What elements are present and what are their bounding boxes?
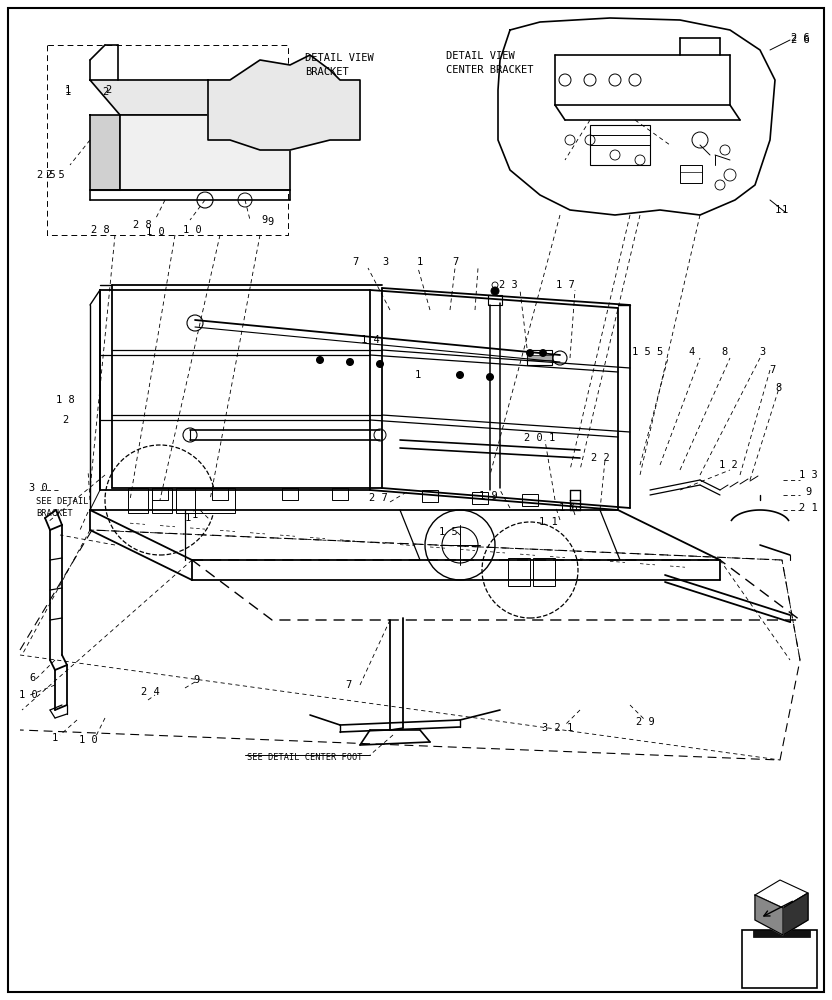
Circle shape: [316, 357, 324, 363]
Text: 2 1: 2 1: [799, 503, 817, 513]
Text: 1 4: 1 4: [360, 335, 379, 345]
Bar: [533, 558, 555, 586]
Circle shape: [457, 371, 463, 378]
Text: 2: 2: [105, 85, 111, 95]
Text: 2 4: 2 4: [141, 687, 160, 697]
Bar: [176, 488, 196, 513]
Text: 2: 2: [62, 415, 68, 425]
Text: 1 6: 1 6: [558, 503, 577, 513]
Text: 1 1: 1 1: [538, 517, 557, 527]
Text: 2 6: 2 6: [790, 33, 810, 43]
Text: 1: 1: [415, 370, 421, 380]
Circle shape: [527, 350, 533, 357]
Circle shape: [487, 373, 493, 380]
Text: 3 2 1: 3 2 1: [542, 723, 573, 733]
Text: DETAIL VIEW: DETAIL VIEW: [305, 53, 374, 63]
Text: 3: 3: [382, 257, 388, 267]
Text: DETAIL VIEW: DETAIL VIEW: [446, 51, 515, 61]
Bar: [212, 488, 228, 500]
Text: 1: 1: [192, 510, 198, 520]
Bar: [128, 488, 148, 513]
Text: 2 9: 2 9: [636, 717, 655, 727]
Text: 1 0: 1 0: [79, 735, 97, 745]
Polygon shape: [90, 115, 120, 190]
Text: BRACKET: BRACKET: [305, 67, 349, 77]
Text: 1 5: 1 5: [438, 527, 458, 537]
Bar: [753, 930, 810, 937]
Bar: [105, 140, 205, 158]
Bar: [195, 488, 235, 513]
Text: 2 7: 2 7: [369, 493, 388, 503]
Text: 1: 1: [417, 257, 423, 267]
Text: 7: 7: [352, 257, 358, 267]
Bar: [488, 295, 502, 305]
Text: 2 8: 2 8: [91, 225, 109, 235]
Text: 8: 8: [775, 383, 781, 393]
Text: 1: 1: [65, 85, 71, 95]
Bar: [680, 165, 702, 183]
Bar: [152, 488, 168, 500]
Polygon shape: [208, 55, 360, 150]
Bar: [742, 930, 817, 988]
Bar: [590, 125, 650, 165]
Text: 1 8: 1 8: [56, 395, 74, 405]
Polygon shape: [783, 893, 808, 935]
Text: 2 0 1: 2 0 1: [524, 433, 556, 443]
Text: 7: 7: [452, 257, 458, 267]
Bar: [527, 355, 552, 360]
Polygon shape: [120, 115, 290, 190]
Text: 9: 9: [262, 215, 268, 225]
Polygon shape: [755, 880, 808, 908]
Text: 2 2: 2 2: [591, 453, 609, 463]
Text: 1 7: 1 7: [556, 280, 574, 290]
Bar: [527, 350, 552, 365]
Text: 7: 7: [769, 365, 775, 375]
Text: 1 9: 1 9: [478, 491, 498, 501]
Text: 1: 1: [185, 513, 191, 523]
Bar: [522, 494, 538, 506]
Text: 2 5: 2 5: [46, 170, 64, 180]
Text: BRACKET: BRACKET: [36, 510, 72, 518]
Text: CENTER BRACKET: CENTER BRACKET: [446, 65, 533, 75]
Text: SEE DETAIL: SEE DETAIL: [36, 497, 88, 506]
Text: 4: 4: [689, 347, 695, 357]
Text: 1: 1: [782, 205, 788, 215]
Bar: [508, 558, 530, 586]
Text: 9: 9: [267, 217, 273, 227]
Polygon shape: [90, 80, 290, 115]
Circle shape: [377, 360, 384, 367]
Text: 1 0: 1 0: [146, 227, 165, 237]
Text: 1 5 5: 1 5 5: [632, 347, 664, 357]
Text: 1 0: 1 0: [183, 225, 201, 235]
Text: 9: 9: [193, 675, 199, 685]
Circle shape: [539, 350, 547, 357]
Bar: [332, 488, 348, 500]
Text: 3: 3: [759, 347, 765, 357]
Bar: [152, 488, 172, 513]
Text: 2: 2: [102, 87, 108, 97]
Text: 1 3: 1 3: [799, 470, 817, 480]
Polygon shape: [755, 895, 783, 935]
Text: SEE DETAIL CENTER FOOT: SEE DETAIL CENTER FOOT: [247, 754, 363, 762]
Text: 8: 8: [722, 347, 728, 357]
Bar: [422, 490, 438, 502]
Text: 3 0: 3 0: [28, 483, 47, 493]
Circle shape: [346, 359, 354, 365]
Text: 2 6: 2 6: [790, 35, 810, 45]
Text: 1: 1: [52, 733, 58, 743]
Text: 2 5: 2 5: [37, 170, 56, 180]
Text: 9: 9: [805, 487, 811, 497]
Circle shape: [491, 287, 499, 295]
Text: 2 3: 2 3: [498, 280, 518, 290]
Text: 6: 6: [29, 673, 35, 683]
Text: 1 0: 1 0: [18, 690, 37, 700]
Text: 1: 1: [775, 205, 781, 215]
Text: 1 2: 1 2: [719, 460, 737, 470]
Text: 2 8: 2 8: [132, 220, 151, 230]
Bar: [282, 488, 298, 500]
Text: 1: 1: [65, 87, 71, 97]
Text: 7: 7: [345, 680, 351, 690]
Bar: [472, 492, 488, 504]
